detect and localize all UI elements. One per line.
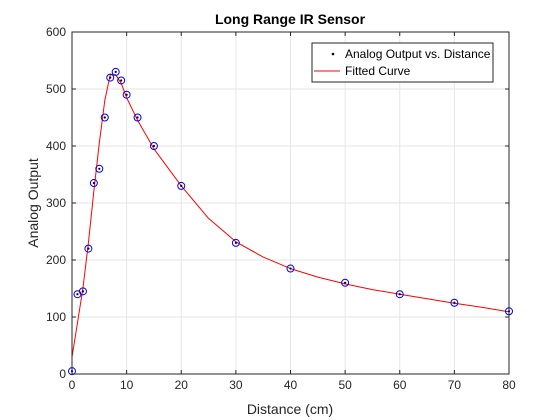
data-point <box>98 167 101 170</box>
data-point <box>180 184 183 187</box>
x-tick-label: 40 <box>284 378 298 392</box>
legend: Analog Output vs. Distance Fitted Curve <box>311 42 494 83</box>
x-tick-label: 70 <box>448 378 462 392</box>
data-point-marker <box>78 287 87 296</box>
data-point-marker <box>106 73 115 82</box>
data-point-marker <box>177 181 186 190</box>
data-point <box>125 93 128 96</box>
data-point <box>103 116 106 119</box>
data-point-marker <box>341 278 350 287</box>
data-point <box>109 76 112 79</box>
y-tick-label: 0 <box>59 367 66 381</box>
data-point <box>81 290 85 293</box>
data-points <box>68 67 513 376</box>
x-tick-label: 80 <box>502 378 516 392</box>
data-point-marker <box>450 298 459 307</box>
data-point <box>398 293 401 296</box>
data-point-marker <box>149 142 158 150</box>
y-tick-label: 100 <box>46 310 66 324</box>
x-tick-label: 20 <box>175 378 189 392</box>
data-point-marker <box>84 244 93 253</box>
x-tick-label: 0 <box>69 378 76 392</box>
legend-marker-data <box>331 52 335 56</box>
data-point <box>76 293 79 296</box>
data-point-marker <box>111 67 120 76</box>
y-tick-label: 600 <box>46 25 66 39</box>
data-point-marker <box>95 164 104 173</box>
data-point <box>92 181 95 185</box>
legend-label-data: Analog Output vs. Distance <box>345 47 491 61</box>
data-point-marker <box>231 238 240 247</box>
data-point <box>344 281 347 284</box>
data-point-marker <box>117 76 126 85</box>
data-point-marker <box>395 290 404 299</box>
chart-title: Long Range IR Sensor <box>215 11 366 27</box>
axis-ticks: 0 10 20 30 40 50 60 70 80 0 100 200 300 400 500 600 <box>46 25 516 392</box>
legend-box <box>311 42 494 83</box>
y-tick-label: 300 <box>46 196 66 210</box>
data-point <box>152 144 156 148</box>
data-point <box>87 247 90 250</box>
y-tick-label: 400 <box>46 139 66 153</box>
y-tick-label: 500 <box>46 82 66 96</box>
data-point-marker <box>122 90 131 99</box>
data-point-marker <box>286 264 295 273</box>
data-point-marker <box>100 113 109 122</box>
y-axis-title: Analog Output <box>25 158 41 248</box>
x-tick-label: 10 <box>120 378 134 392</box>
data-point <box>114 70 117 73</box>
x-tick-label: 30 <box>229 378 243 392</box>
data-point <box>289 267 292 270</box>
data-point-marker <box>133 113 142 122</box>
data-point <box>120 79 123 82</box>
data-point-marker <box>89 179 98 188</box>
x-axis-title: Distance (cm) <box>247 401 333 417</box>
data-point <box>453 301 456 304</box>
x-tick-label: 60 <box>393 378 407 392</box>
legend-label-fit: Fitted Curve <box>345 64 411 78</box>
data-point <box>136 116 139 119</box>
data-point <box>234 241 237 244</box>
x-tick-label: 50 <box>338 378 352 392</box>
y-tick-label: 200 <box>46 253 66 267</box>
